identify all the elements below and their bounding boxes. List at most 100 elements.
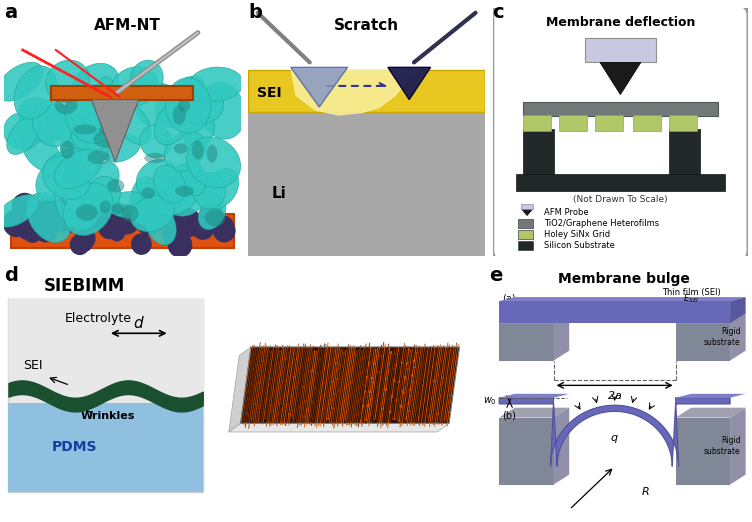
Text: 2$a$: 2$a$ <box>607 389 622 401</box>
Ellipse shape <box>55 174 100 230</box>
Text: TiO2/Graphene Heterofilms: TiO2/Graphene Heterofilms <box>544 219 659 228</box>
Circle shape <box>171 233 191 255</box>
Ellipse shape <box>199 196 226 230</box>
Ellipse shape <box>168 164 208 197</box>
Ellipse shape <box>93 130 117 148</box>
Ellipse shape <box>108 179 124 193</box>
Ellipse shape <box>14 66 57 119</box>
Circle shape <box>56 209 78 233</box>
Ellipse shape <box>178 98 190 112</box>
Polygon shape <box>92 100 139 162</box>
Ellipse shape <box>106 192 157 218</box>
Circle shape <box>48 197 68 218</box>
Circle shape <box>12 194 38 220</box>
Ellipse shape <box>44 149 93 181</box>
Ellipse shape <box>60 132 108 166</box>
Circle shape <box>192 215 214 239</box>
Text: SIEBIMM: SIEBIMM <box>44 277 125 295</box>
Circle shape <box>132 194 154 217</box>
Polygon shape <box>291 67 347 107</box>
Ellipse shape <box>189 67 244 101</box>
Bar <box>559 115 587 130</box>
Bar <box>669 115 697 130</box>
Text: $E_{SEI}$: $E_{SEI}$ <box>683 292 699 305</box>
Ellipse shape <box>62 93 108 142</box>
Text: Electrolyte: Electrolyte <box>65 312 132 325</box>
Circle shape <box>109 225 125 241</box>
Text: a: a <box>4 3 17 21</box>
Ellipse shape <box>140 125 171 158</box>
Ellipse shape <box>74 124 96 135</box>
Circle shape <box>132 234 151 254</box>
Circle shape <box>81 211 99 230</box>
Circle shape <box>104 200 122 218</box>
Bar <box>518 230 533 239</box>
Text: $w_0$: $w_0$ <box>483 396 496 407</box>
Ellipse shape <box>203 169 238 209</box>
Text: Li: Li <box>272 186 287 201</box>
Circle shape <box>137 204 156 223</box>
Ellipse shape <box>47 104 87 148</box>
Ellipse shape <box>55 96 77 114</box>
Text: e: e <box>489 266 502 285</box>
Text: SEI: SEI <box>257 86 282 100</box>
Ellipse shape <box>130 186 162 224</box>
Circle shape <box>71 235 89 254</box>
Bar <box>633 115 661 130</box>
Ellipse shape <box>88 150 111 164</box>
Ellipse shape <box>0 62 43 101</box>
Ellipse shape <box>205 209 226 227</box>
Polygon shape <box>553 313 569 361</box>
Polygon shape <box>499 313 569 323</box>
Text: c: c <box>493 3 504 21</box>
Polygon shape <box>499 297 746 301</box>
Text: Membrane deflection: Membrane deflection <box>546 16 695 29</box>
Circle shape <box>116 210 134 229</box>
Polygon shape <box>499 418 553 484</box>
Ellipse shape <box>154 100 193 145</box>
Circle shape <box>4 209 29 236</box>
Ellipse shape <box>153 165 186 204</box>
Circle shape <box>74 232 93 252</box>
Polygon shape <box>520 209 533 216</box>
Circle shape <box>75 228 95 249</box>
Circle shape <box>117 207 133 224</box>
Text: Silicon Substrate: Silicon Substrate <box>544 241 614 251</box>
Circle shape <box>27 200 44 218</box>
Ellipse shape <box>114 102 151 145</box>
Circle shape <box>214 220 235 242</box>
Ellipse shape <box>65 92 115 144</box>
Polygon shape <box>730 313 746 361</box>
Ellipse shape <box>77 162 119 209</box>
Text: (a): (a) <box>502 293 515 304</box>
Ellipse shape <box>36 160 74 201</box>
Polygon shape <box>229 347 251 432</box>
Circle shape <box>20 201 48 230</box>
Ellipse shape <box>207 145 217 162</box>
Bar <box>584 38 656 63</box>
Ellipse shape <box>42 156 90 199</box>
Text: $q$: $q$ <box>611 433 619 445</box>
Ellipse shape <box>99 124 120 135</box>
Circle shape <box>19 222 35 239</box>
Circle shape <box>166 215 184 233</box>
Text: $R$: $R$ <box>641 485 650 497</box>
Circle shape <box>214 217 233 236</box>
Ellipse shape <box>19 97 63 143</box>
Circle shape <box>174 208 201 237</box>
Ellipse shape <box>89 176 120 209</box>
Text: PDMS: PDMS <box>52 441 98 454</box>
Text: SEI: SEI <box>23 359 42 372</box>
Text: (Not Drawn To Scale): (Not Drawn To Scale) <box>573 196 668 205</box>
Polygon shape <box>499 408 569 418</box>
Text: Wrinkles: Wrinkles <box>80 411 135 421</box>
Ellipse shape <box>175 186 194 197</box>
Bar <box>8 299 203 492</box>
Ellipse shape <box>156 94 186 128</box>
Text: Holey SiNx Grid: Holey SiNx Grid <box>544 230 610 239</box>
Bar <box>595 115 623 130</box>
Circle shape <box>99 215 121 239</box>
Text: (b): (b) <box>502 410 516 420</box>
Ellipse shape <box>63 183 113 235</box>
Ellipse shape <box>199 82 245 139</box>
